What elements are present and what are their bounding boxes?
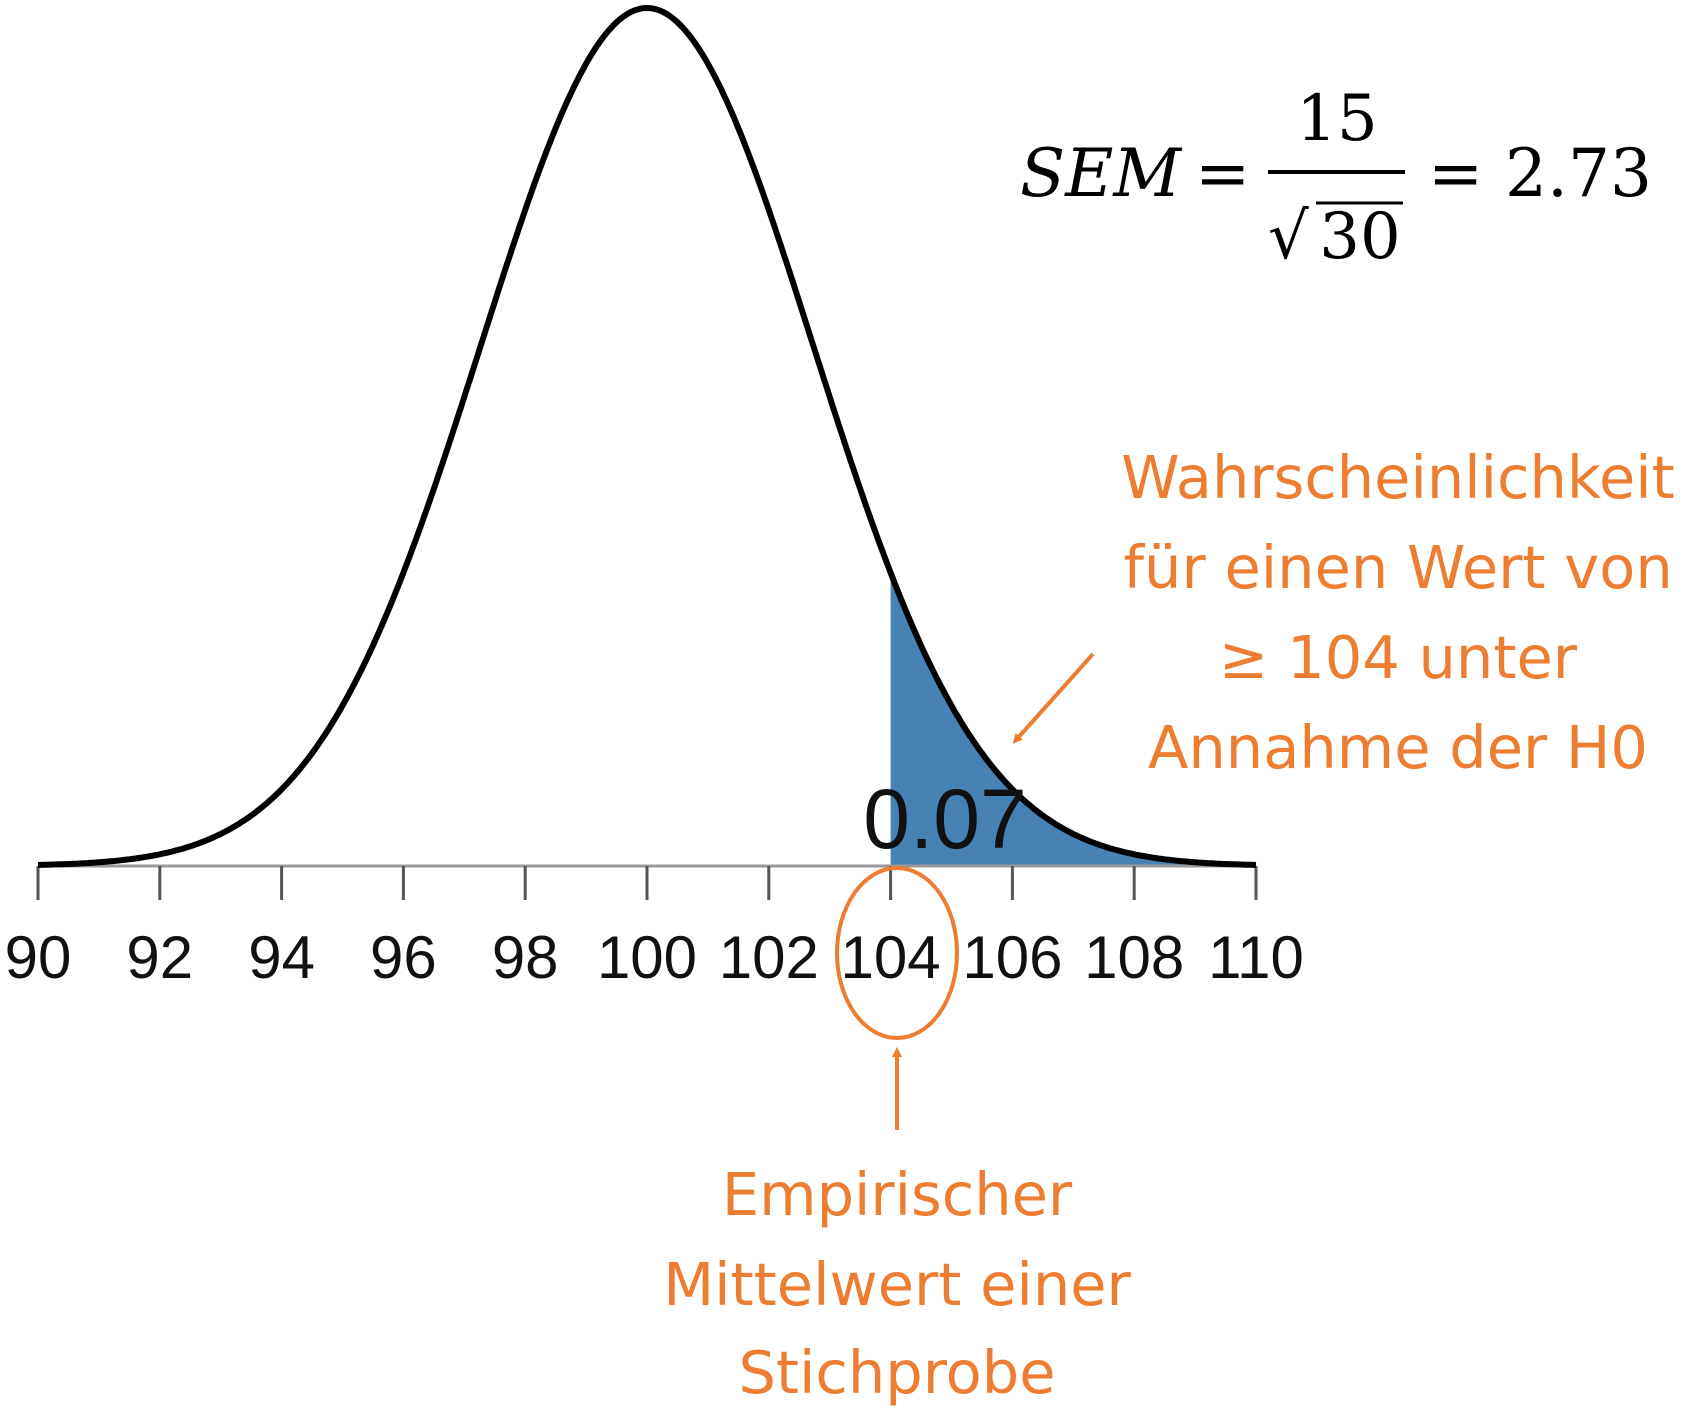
formula-equals-1: =: [1195, 135, 1250, 212]
sample-mean-annotation-line-1: Empirischer: [722, 1160, 1073, 1229]
probability-arrow: [1012, 652, 1095, 744]
sem-formula: SEM = 15 √ 30 = 2.73: [1020, 82, 1652, 274]
density-curve: [37, 5, 1257, 868]
x-tick-label: 110: [1208, 924, 1304, 991]
probability-annotation: Wahrscheinlichkeit für einen Wert von ≥ …: [1012, 443, 1675, 782]
formula-radical-sign: √: [1268, 200, 1309, 274]
x-tick-label: 96: [370, 924, 437, 991]
x-tick-label: 100: [597, 924, 697, 991]
sample-mean-annotation-line-2: Mittelwert einer: [663, 1250, 1131, 1319]
x-tick-label: 104: [841, 924, 941, 991]
x-axis-ticks: 90 92 94 96 98 100 102 104 106 108 110: [5, 866, 1304, 991]
formula-result: 2.73: [1505, 135, 1652, 212]
probability-annotation-line-4: Annahme der H0: [1148, 713, 1648, 782]
x-tick-label: 106: [962, 924, 1062, 991]
x-tick-label: 94: [248, 924, 315, 991]
sample-mean-annotation: Empirischer Mittelwert einer Stichprobe: [663, 866, 1132, 1407]
probability-annotation-line-3: ≥ 104 unter: [1219, 623, 1578, 692]
x-tick-label: 92: [126, 924, 193, 991]
formula-numerator: 15: [1296, 82, 1377, 156]
shaded-area-value: 0.07: [863, 772, 1027, 866]
probability-annotation-line-2: für einen Wert von: [1123, 533, 1672, 602]
x-tick-label: 90: [5, 924, 72, 991]
x-tick-label: 98: [492, 924, 559, 991]
x-tick-label: 108: [1084, 924, 1184, 991]
formula-lhs: SEM: [1020, 135, 1182, 212]
formula-equals-2: =: [1428, 135, 1483, 212]
probability-annotation-line-1: Wahrscheinlichkeit: [1121, 443, 1675, 512]
formula-denominator: 30: [1319, 200, 1400, 274]
sample-mean-annotation-line-3: Stichprobe: [738, 1338, 1055, 1407]
sample-mean-highlight-ellipse: [835, 866, 959, 1040]
shaded-tail-area: [890, 572, 1256, 866]
x-tick-label: 102: [719, 924, 819, 991]
